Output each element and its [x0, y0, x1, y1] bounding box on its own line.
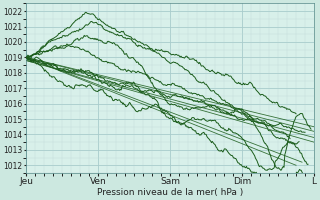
X-axis label: Pression niveau de la mer( hPa ): Pression niveau de la mer( hPa )	[97, 188, 243, 197]
